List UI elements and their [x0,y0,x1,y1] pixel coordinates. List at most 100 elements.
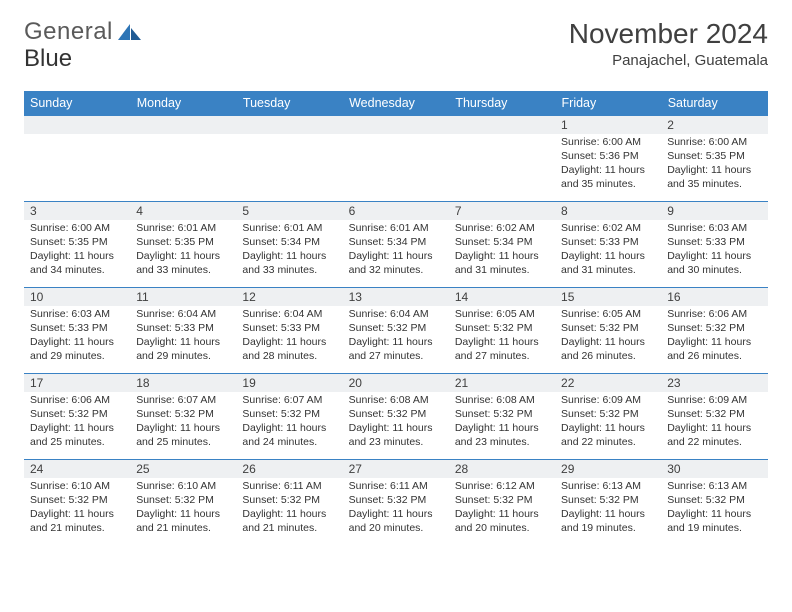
calendar-day-cell: 14Sunrise: 6:05 AMSunset: 5:32 PMDayligh… [449,288,555,374]
daylight-text-1: Daylight: 11 hours [30,336,124,350]
sunset-text: Sunset: 5:33 PM [561,236,655,250]
sunrise-text: Sunrise: 6:01 AM [242,222,336,236]
sunrise-text: Sunrise: 6:09 AM [561,394,655,408]
sunset-text: Sunset: 5:32 PM [561,322,655,336]
day-number: 24 [24,460,130,478]
calendar-day-cell: 18Sunrise: 6:07 AMSunset: 5:32 PMDayligh… [130,374,236,460]
day-number: 8 [555,202,661,220]
calendar-day-cell: 8Sunrise: 6:02 AMSunset: 5:33 PMDaylight… [555,202,661,288]
day-details: Sunrise: 6:10 AMSunset: 5:32 PMDaylight:… [130,478,236,539]
sunrise-text: Sunrise: 6:04 AM [349,308,443,322]
sunrise-text: Sunrise: 6:07 AM [242,394,336,408]
daylight-text-2: and 35 minutes. [667,178,761,192]
day-number: 7 [449,202,555,220]
calendar-day-cell: 10Sunrise: 6:03 AMSunset: 5:33 PMDayligh… [24,288,130,374]
day-details: Sunrise: 6:03 AMSunset: 5:33 PMDaylight:… [661,220,767,281]
daylight-text-1: Daylight: 11 hours [136,508,230,522]
sunset-text: Sunset: 5:32 PM [561,494,655,508]
sunrise-text: Sunrise: 6:06 AM [667,308,761,322]
month-title: November 2024 [569,18,768,50]
sunset-text: Sunset: 5:32 PM [561,408,655,422]
day-details: Sunrise: 6:00 AMSunset: 5:35 PMDaylight:… [661,134,767,195]
daylight-text-1: Daylight: 11 hours [667,250,761,264]
day-number-empty [24,116,130,134]
daylight-text-2: and 19 minutes. [667,522,761,536]
brand-logo: General [24,18,143,46]
day-details: Sunrise: 6:06 AMSunset: 5:32 PMDaylight:… [24,392,130,453]
weekday-header: Saturday [661,91,767,116]
brand-blue: Blue [24,45,72,72]
daylight-text-2: and 27 minutes. [455,350,549,364]
calendar-week-row: 1Sunrise: 6:00 AMSunset: 5:36 PMDaylight… [24,116,768,202]
daylight-text-1: Daylight: 11 hours [136,422,230,436]
calendar-day-cell: 17Sunrise: 6:06 AMSunset: 5:32 PMDayligh… [24,374,130,460]
calendar-day-cell: 25Sunrise: 6:10 AMSunset: 5:32 PMDayligh… [130,460,236,546]
sunset-text: Sunset: 5:33 PM [30,322,124,336]
daylight-text-1: Daylight: 11 hours [667,508,761,522]
daylight-text-2: and 33 minutes. [136,264,230,278]
day-number: 14 [449,288,555,306]
sunrise-text: Sunrise: 6:09 AM [667,394,761,408]
day-number: 15 [555,288,661,306]
calendar-day-cell: 7Sunrise: 6:02 AMSunset: 5:34 PMDaylight… [449,202,555,288]
daylight-text-2: and 27 minutes. [349,350,443,364]
daylight-text-1: Daylight: 11 hours [136,250,230,264]
daylight-text-1: Daylight: 11 hours [242,508,336,522]
daylight-text-1: Daylight: 11 hours [667,422,761,436]
calendar-day-cell [236,116,342,202]
daylight-text-1: Daylight: 11 hours [349,422,443,436]
sunrise-text: Sunrise: 6:13 AM [667,480,761,494]
day-number: 5 [236,202,342,220]
calendar-day-cell: 19Sunrise: 6:07 AMSunset: 5:32 PMDayligh… [236,374,342,460]
daylight-text-2: and 25 minutes. [30,436,124,450]
calendar-week-row: 24Sunrise: 6:10 AMSunset: 5:32 PMDayligh… [24,460,768,546]
daylight-text-2: and 26 minutes. [561,350,655,364]
daylight-text-2: and 32 minutes. [349,264,443,278]
sunrise-text: Sunrise: 6:03 AM [667,222,761,236]
day-number-empty [130,116,236,134]
day-details: Sunrise: 6:02 AMSunset: 5:34 PMDaylight:… [449,220,555,281]
day-details: Sunrise: 6:08 AMSunset: 5:32 PMDaylight:… [343,392,449,453]
brand-general: General [24,18,113,46]
sunrise-text: Sunrise: 6:08 AM [455,394,549,408]
sunrise-text: Sunrise: 6:11 AM [242,480,336,494]
calendar-day-cell: 11Sunrise: 6:04 AMSunset: 5:33 PMDayligh… [130,288,236,374]
daylight-text-1: Daylight: 11 hours [667,164,761,178]
calendar-day-cell: 6Sunrise: 6:01 AMSunset: 5:34 PMDaylight… [343,202,449,288]
sunrise-text: Sunrise: 6:01 AM [349,222,443,236]
daylight-text-1: Daylight: 11 hours [30,250,124,264]
daylight-text-1: Daylight: 11 hours [30,422,124,436]
day-number: 2 [661,116,767,134]
day-number: 17 [24,374,130,392]
daylight-text-1: Daylight: 11 hours [561,164,655,178]
calendar-day-cell: 1Sunrise: 6:00 AMSunset: 5:36 PMDaylight… [555,116,661,202]
sunrise-text: Sunrise: 6:00 AM [667,136,761,150]
daylight-text-1: Daylight: 11 hours [30,508,124,522]
sunrise-text: Sunrise: 6:08 AM [349,394,443,408]
weekday-header: Tuesday [236,91,342,116]
daylight-text-2: and 22 minutes. [667,436,761,450]
sunrise-text: Sunrise: 6:00 AM [561,136,655,150]
calendar-day-cell: 29Sunrise: 6:13 AMSunset: 5:32 PMDayligh… [555,460,661,546]
day-details: Sunrise: 6:05 AMSunset: 5:32 PMDaylight:… [555,306,661,367]
calendar-day-cell: 27Sunrise: 6:11 AMSunset: 5:32 PMDayligh… [343,460,449,546]
sunrise-text: Sunrise: 6:01 AM [136,222,230,236]
day-number: 3 [24,202,130,220]
day-details: Sunrise: 6:02 AMSunset: 5:33 PMDaylight:… [555,220,661,281]
calendar-day-cell: 2Sunrise: 6:00 AMSunset: 5:35 PMDaylight… [661,116,767,202]
daylight-text-2: and 29 minutes. [30,350,124,364]
day-number: 18 [130,374,236,392]
daylight-text-1: Daylight: 11 hours [561,422,655,436]
day-number: 11 [130,288,236,306]
day-details: Sunrise: 6:01 AMSunset: 5:35 PMDaylight:… [130,220,236,281]
sunset-text: Sunset: 5:35 PM [136,236,230,250]
day-details: Sunrise: 6:13 AMSunset: 5:32 PMDaylight:… [555,478,661,539]
day-number: 13 [343,288,449,306]
daylight-text-2: and 28 minutes. [242,350,336,364]
daylight-text-2: and 31 minutes. [455,264,549,278]
daylight-text-2: and 30 minutes. [667,264,761,278]
sunrise-text: Sunrise: 6:04 AM [136,308,230,322]
day-details: Sunrise: 6:00 AMSunset: 5:35 PMDaylight:… [24,220,130,281]
day-details: Sunrise: 6:03 AMSunset: 5:33 PMDaylight:… [24,306,130,367]
day-details: Sunrise: 6:06 AMSunset: 5:32 PMDaylight:… [661,306,767,367]
